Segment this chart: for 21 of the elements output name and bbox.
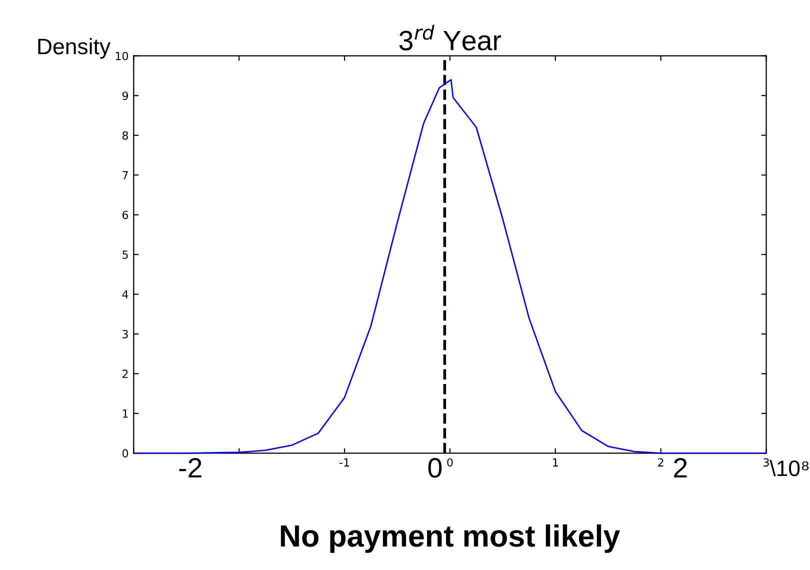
x-tick-label: -1 [340,458,350,466]
y-tick-label: 3 [122,330,128,338]
x-tick-label: 2 [658,458,664,466]
chart-title: 3$^{rd}$ Year [399,24,502,50]
text: \10⁸ [770,460,809,476]
y-tick-label: 8 [122,131,128,140]
text: -2 [179,458,202,478]
x-tick-label: 3 [764,458,769,467]
text: No payment most likely [280,524,620,553]
y-tick-label: 9 [122,92,128,100]
y-tick-label: 5 [122,250,128,259]
y-tick-label: 7 [122,171,128,180]
x-tick-label: 0 [447,458,453,467]
y-tick-label: 10 [116,52,128,60]
y-tick-label: 4 [122,290,128,298]
y-tick-label: 6 [122,210,128,220]
y-axis-title: Density [38,38,111,59]
y-tick-label: 1 [122,410,128,418]
x-tick-label: 1 [553,458,558,466]
y-tick-label: 0 [122,449,128,458]
y-tick-label: 2 [122,370,128,378]
